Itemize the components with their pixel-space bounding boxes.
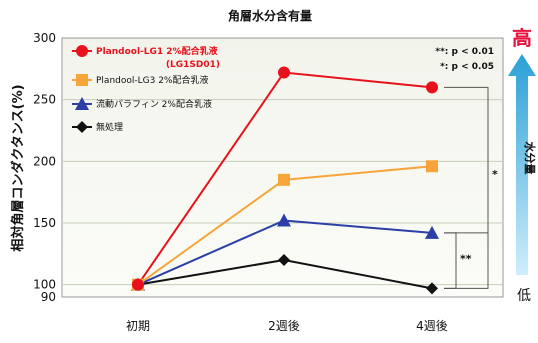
data-point [426,81,438,94]
data-point [278,254,290,266]
y-tick-label: 250 [33,93,56,107]
significance-key-1: **: p < 0.01 [435,47,494,57]
data-point [277,213,291,227]
significance-bracket [444,87,489,234]
data-point [278,66,290,79]
legend-marker [76,121,88,133]
y-tick-label: 90 [41,290,56,304]
significance-label: ** [460,253,472,266]
legend: Plandool-LG1 2%配合乳液 (LG1SD01) Plandool-LG3… [72,45,220,133]
legend-label: Plandool-LG1 2%配合乳液 [96,45,219,57]
legend-label: 流動パラフィン 2%配合乳液 [96,98,212,110]
x-tick-label: 4週後 [416,319,448,333]
data-point [132,278,144,291]
y-tick-label: 300 [33,31,56,45]
x-tick-label: 2週後 [268,319,300,333]
x-axis-ticks: 初期 2週後 4週後 [126,319,448,333]
legend-label: 無処理 [96,121,123,133]
chart-title: 角層水分含有量 [228,8,312,23]
series-lines [131,66,439,295]
legend-marker [75,97,89,110]
data-point [426,160,438,173]
data-point [278,173,290,186]
significance-key-2: *: p < 0.05 [440,62,494,72]
y-tick-label: 150 [33,216,56,230]
significance-brackets: *** [444,86,498,289]
low-label: 低 [517,288,531,304]
data-point [425,225,439,239]
y-tick-label: 200 [33,154,56,168]
y-axis-label: 相対角層コンダクタンス(%) [10,84,26,251]
high-label: 高 [512,26,532,50]
legend-marker [76,74,88,86]
legend-marker [76,45,88,57]
moisture-arrow-icon [508,54,536,275]
significance-label: * [492,168,498,181]
y-tick-label: 100 [33,278,56,292]
x-tick-label: 初期 [126,319,150,333]
legend-label-sub: (LG1SD01) [166,60,220,70]
legend-label: Plandool-LG3 2%配合乳液 [96,74,208,86]
moisture-arrow-label: 水分量 [523,142,537,175]
data-point [426,282,438,295]
